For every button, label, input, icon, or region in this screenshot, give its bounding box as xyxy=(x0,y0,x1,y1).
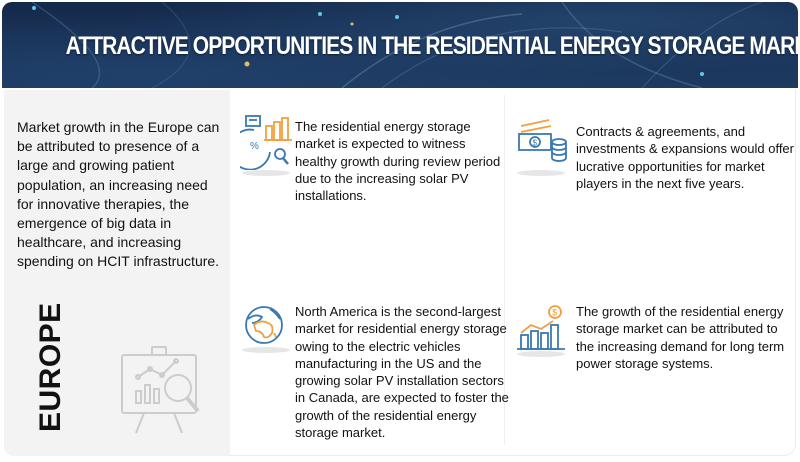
column-divider xyxy=(504,95,505,445)
card-text: North America is the second-largest mark… xyxy=(295,304,509,441)
svg-text:%: % xyxy=(250,141,259,152)
card-text: The growth of the residential energy sto… xyxy=(576,304,785,371)
region-summary-panel xyxy=(4,90,230,456)
light-streaks-decoration xyxy=(31,2,763,88)
opportunities-panel xyxy=(230,90,796,456)
pie-chart-analytics-icon: % xyxy=(229,112,296,175)
globe-icon xyxy=(240,303,296,356)
page-title: ATTRACTIVE OPPORTUNITIES IN THE RESIDENT… xyxy=(65,32,798,60)
region-description: Market growth in the Europe can be attri… xyxy=(17,119,220,270)
icon-shadow xyxy=(517,170,565,176)
header-banner: ATTRACTIVE OPPORTUNITIES IN THE RESIDENT… xyxy=(2,2,798,88)
icon-shadow xyxy=(517,351,565,357)
icon-shadow xyxy=(242,170,290,176)
money-coins-icon: $ xyxy=(515,112,571,175)
card-text: The residential energy storage market is… xyxy=(295,119,501,204)
svg-text:$: $ xyxy=(552,308,557,318)
icon-shadow xyxy=(242,347,290,353)
region-label: EUROPE xyxy=(34,302,67,432)
growth-chart-dollar-icon: $ xyxy=(515,303,571,358)
presentation-analytics-icon xyxy=(118,343,208,448)
svg-text:$: $ xyxy=(533,139,538,148)
card-text: Contracts & agreements, and investments … xyxy=(576,124,794,191)
